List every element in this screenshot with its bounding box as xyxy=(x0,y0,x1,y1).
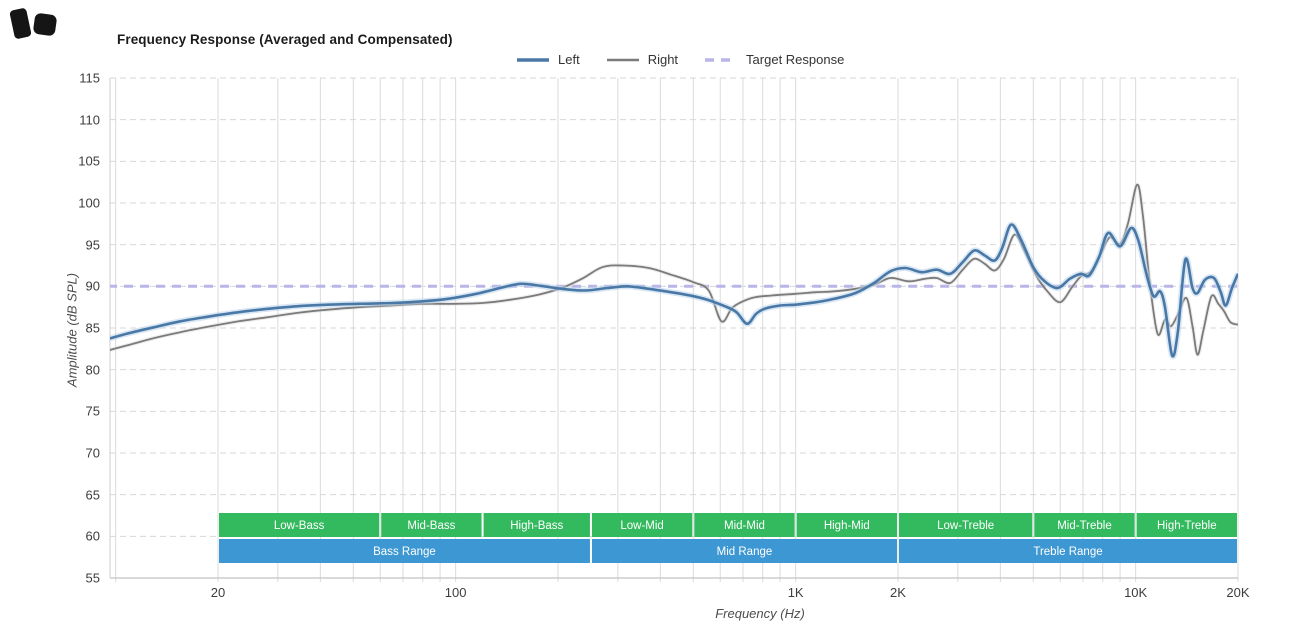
legend-item-target: Target Response xyxy=(704,52,844,67)
right-curve xyxy=(110,183,1238,356)
x-axis-label: Frequency (Hz) xyxy=(715,606,805,621)
sub-band-segment xyxy=(381,513,482,537)
sub-band-label: High-Mid xyxy=(824,520,870,532)
sub-band-label: Low-Mid xyxy=(620,520,663,532)
left-line-swatch xyxy=(517,57,549,62)
sub-band-segment xyxy=(899,513,1033,537)
target-dashed-swatch xyxy=(705,57,738,62)
curves xyxy=(110,182,1238,360)
sub-band-segment xyxy=(591,513,693,537)
sub-band-label: Mid-Bass xyxy=(407,520,455,532)
left-curve xyxy=(110,223,1238,358)
x-tick-label: 100 xyxy=(444,585,467,600)
legend-item-right: Right xyxy=(606,52,678,67)
y-tick-label: 105 xyxy=(78,153,100,169)
gridlines xyxy=(109,77,1239,582)
x-tick-label: 2K xyxy=(890,585,906,600)
x-tick-label: 10K xyxy=(1124,585,1148,600)
sub-band-label: Mid-Treble xyxy=(1057,520,1112,532)
range-band-segment xyxy=(899,539,1237,563)
y-tick-label: 115 xyxy=(79,70,100,86)
sub-band-segment xyxy=(1136,513,1237,537)
y-tick-label: 110 xyxy=(79,112,100,128)
range-band-label: Mid Range xyxy=(717,546,773,558)
range-band-label: Bass Range xyxy=(373,546,436,558)
sub-band-segment xyxy=(694,513,795,537)
y-tick-label: 65 xyxy=(85,487,100,503)
range-band-segment xyxy=(591,539,897,563)
range-band-label: Treble Range xyxy=(1033,546,1102,558)
frequency-bands: Low-Bass Mid-Bass High-Bass Low-Mid Mid-Mid H… xyxy=(219,513,1237,563)
sub-band-segment xyxy=(483,513,590,537)
y-tick-label: 90 xyxy=(85,278,100,294)
sub-band-label: Mid-Mid xyxy=(724,520,765,532)
legend-item-left: Left xyxy=(516,52,580,67)
sub-band-segment xyxy=(219,513,380,537)
y-tick-label: 100 xyxy=(78,195,100,211)
sub-band-segment xyxy=(1034,513,1135,537)
x-tick-label: 20 xyxy=(210,585,226,600)
range-band-segment xyxy=(219,539,590,563)
sub-band-label: High-Treble xyxy=(1157,520,1217,532)
sub-band-segment xyxy=(796,513,897,537)
y-tick-label: 95 xyxy=(85,237,100,253)
y-tick-label: 80 xyxy=(85,362,100,378)
right-line-swatch xyxy=(606,58,639,61)
legend-label-left: Left xyxy=(558,52,580,67)
y-tick-label: 55 xyxy=(85,570,100,586)
y-tick-label: 70 xyxy=(85,445,100,461)
x-tick-label: 20K xyxy=(1226,585,1250,600)
legend: Left Right Target Response xyxy=(516,52,844,67)
chart-title: Frequency Response (Averaged and Compens… xyxy=(117,32,453,47)
legend-label-target: Target Response xyxy=(746,52,845,67)
sub-band-label: Low-Treble xyxy=(937,520,994,532)
legend-label-right: Right xyxy=(647,52,679,67)
x-tick-label: 1K xyxy=(787,585,804,600)
y-tick-label: 75 xyxy=(85,403,100,419)
y-tick-label: 60 xyxy=(85,528,100,544)
sub-band-label: Low-Bass xyxy=(274,520,325,532)
y-tick-label: 85 xyxy=(85,320,100,336)
sub-band-label: High-Bass xyxy=(510,520,563,532)
